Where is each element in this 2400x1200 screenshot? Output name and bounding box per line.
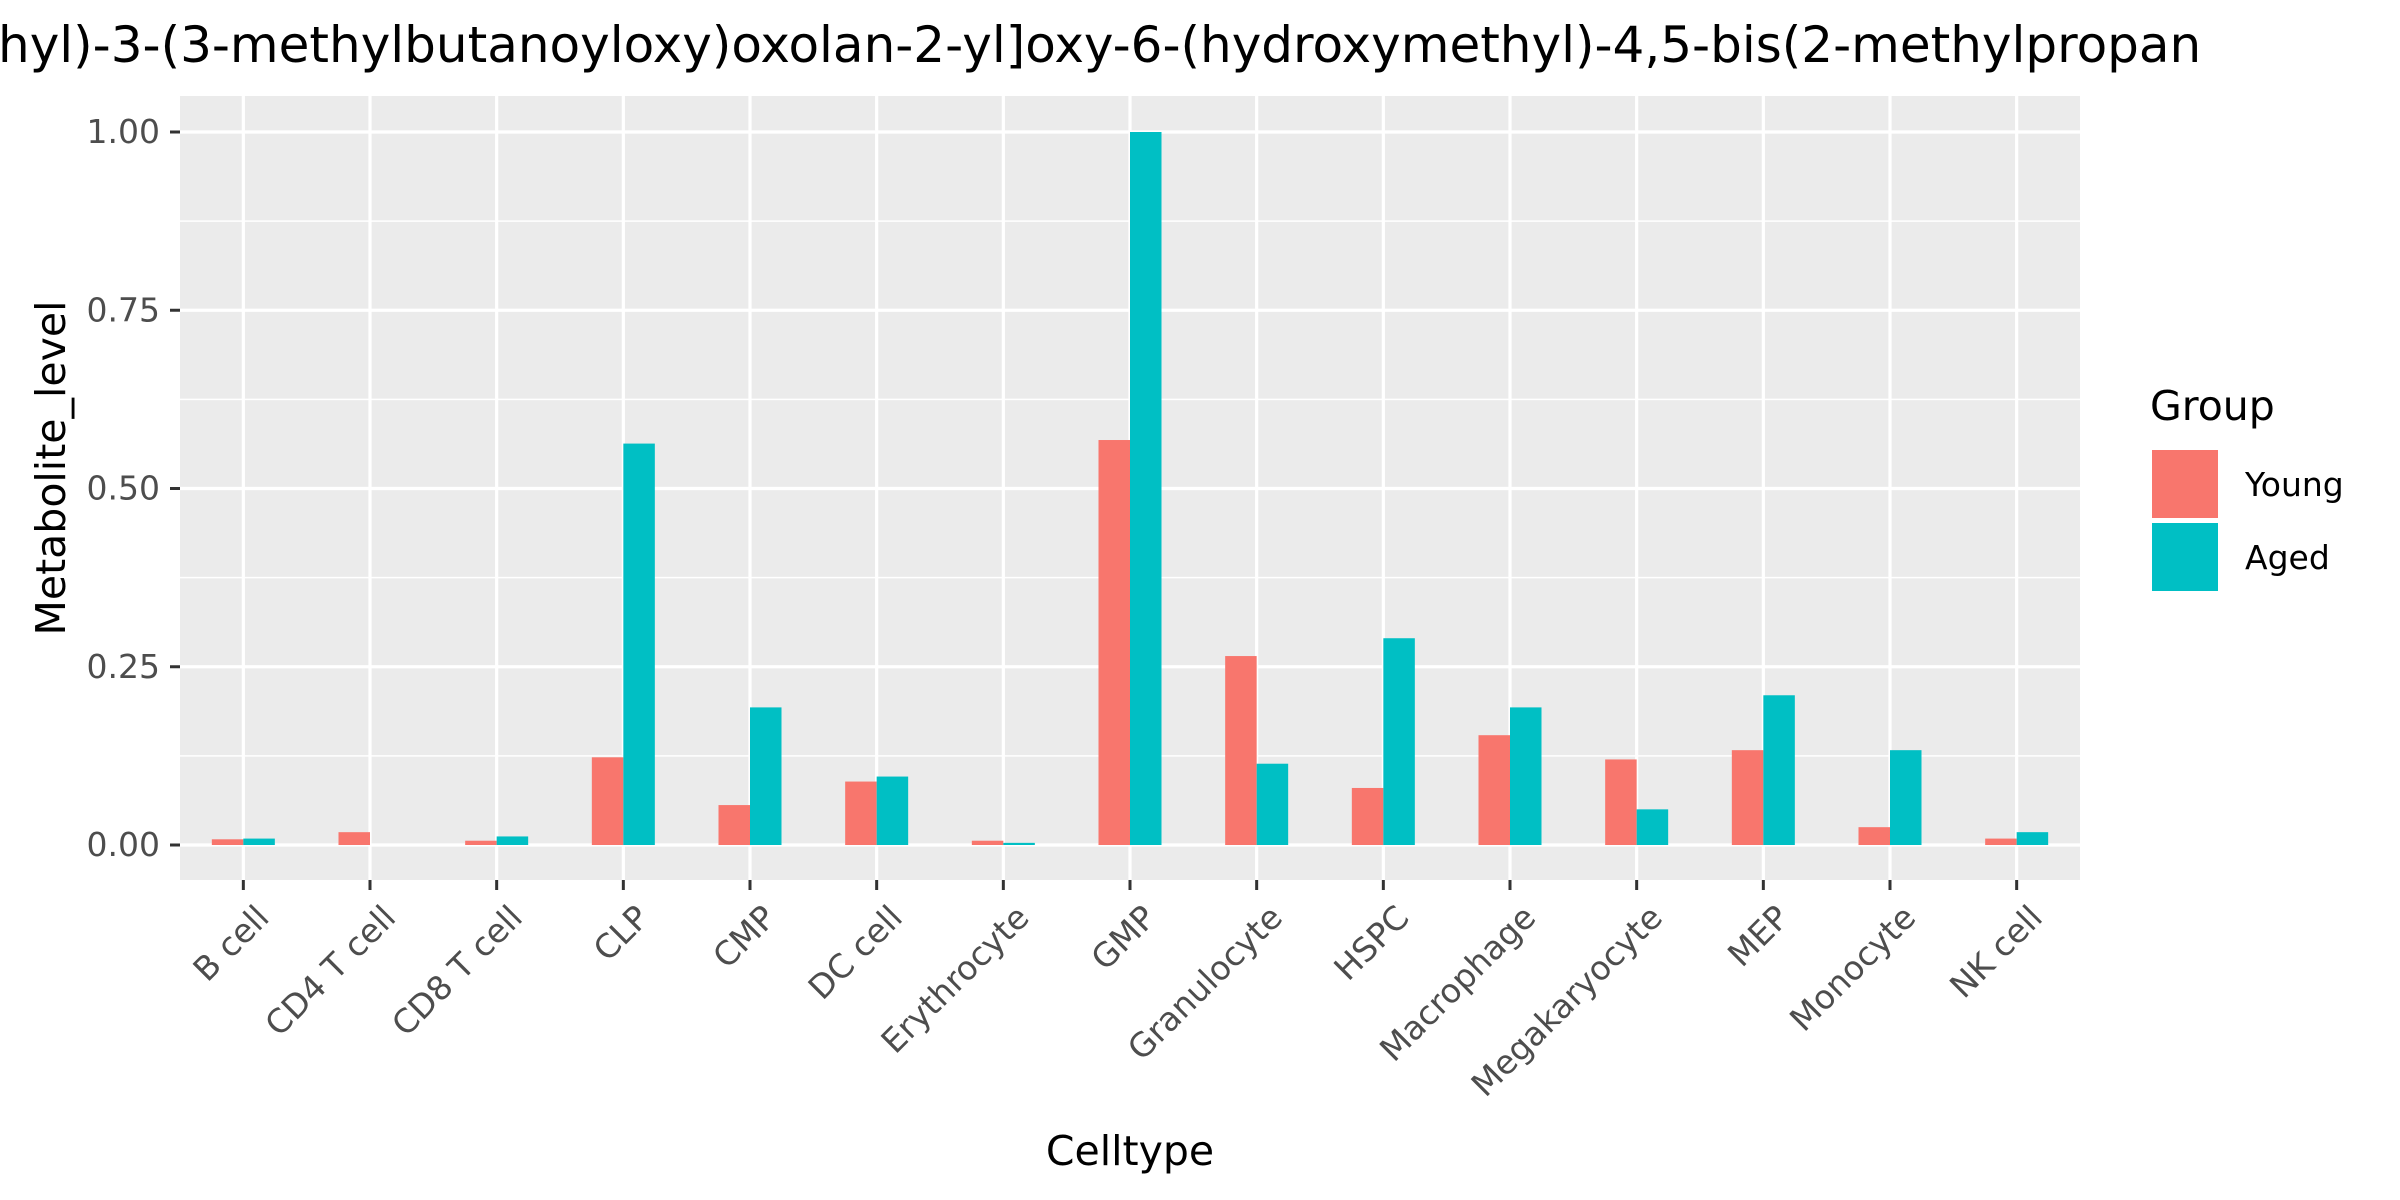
y-tick-label: 0.50 [87, 469, 160, 508]
x-tick-label: MEP [1720, 898, 1797, 975]
x-tick-label: GMP [1083, 898, 1163, 978]
x-tick-label: CD8 T cell [384, 898, 530, 1044]
x-tick-label: B cell [185, 898, 276, 989]
bar-aged-dc-cell [876, 776, 909, 845]
x-tick-label: NK cell [1942, 898, 2050, 1006]
bar-young-megakaryocyte [1605, 759, 1637, 845]
bar-aged-gmp [1130, 132, 1162, 845]
bar-young-cmp [718, 805, 750, 845]
legend-key-young [2152, 450, 2218, 518]
bar-young-mep [1731, 750, 1764, 845]
legend-key-aged [2152, 523, 2218, 591]
bar-aged-erythrocyte [1003, 842, 1035, 845]
bar-aged-macrophage [1510, 707, 1542, 845]
x-tick-label: CMP [705, 898, 783, 976]
y-tick-label: 0.75 [87, 290, 160, 329]
bar-young-monocyte [1858, 827, 1890, 845]
x-tick-label: CLP [586, 898, 657, 969]
bar-aged-megakaryocyte [1636, 809, 1669, 845]
bar-young-clp [591, 757, 624, 845]
bar-aged-granulocyte [1256, 763, 1289, 845]
legend-title: Group [2150, 382, 2275, 430]
legend-label-young: Young [2244, 465, 2344, 504]
bar-aged-cd8-t-cell [496, 836, 529, 845]
bar-young-macrophage [1478, 735, 1510, 845]
bar-aged-b-cell [243, 838, 275, 845]
bar-aged-mep [1763, 695, 1795, 845]
chart-title: hyl)-3-(3-methylbutanoyloxy)oxolan-2-yl]… [0, 16, 2201, 74]
bar-young-dc-cell [845, 781, 877, 845]
bar-young-cd4-t-cell [338, 832, 370, 845]
x-tick-label: HSPC [1326, 898, 1416, 988]
bar-young-cd8-t-cell [465, 840, 497, 845]
plot-panel [180, 96, 2080, 880]
bar-aged-hspc [1383, 638, 1415, 845]
bar-young-granulocyte [1225, 656, 1257, 845]
bar-young-nk-cell [1985, 838, 2017, 845]
x-tick-label: Monocyte [1782, 898, 1923, 1039]
y-tick-label: 1.00 [87, 112, 160, 151]
bar-aged-monocyte [1890, 750, 1922, 845]
y-tick-label: 0.00 [87, 825, 160, 864]
bar-aged-cmp [750, 707, 782, 845]
legend-label-aged: Aged [2245, 538, 2330, 577]
y-tick-label: 0.25 [87, 647, 160, 686]
bar-young-b-cell [211, 839, 244, 845]
bar-young-gmp [1098, 440, 1130, 845]
x-axis-title: Celltype [1046, 1127, 1214, 1175]
bar-young-hspc [1351, 787, 1384, 845]
bar-young-erythrocyte [971, 840, 1004, 845]
x-tick-label: DC cell [800, 898, 909, 1007]
x-tick-label: CD4 T cell [257, 898, 403, 1044]
legend: Group Young Aged [2150, 382, 2344, 591]
bar-aged-clp [623, 443, 655, 845]
bar-aged-nk-cell [2016, 832, 2049, 845]
y-axis-title: Metabolite_level [27, 301, 75, 636]
